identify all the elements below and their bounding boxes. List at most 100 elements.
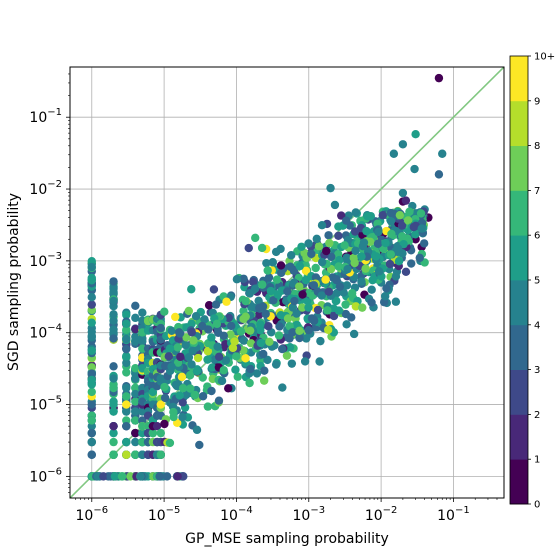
data-point [374,227,383,237]
data-point [169,412,178,422]
data-point [257,243,267,253]
data-point [334,231,343,241]
data-point [122,383,131,393]
data-point [110,472,120,481]
data-point [307,249,316,259]
data-point [122,407,131,416]
data-point [213,342,222,351]
data-point [316,336,325,346]
data-point [386,250,396,259]
data-point [87,346,96,355]
data-point [122,358,131,368]
data-point [258,302,268,311]
data-point [109,277,118,286]
data-point [394,256,404,266]
data-point [368,275,377,285]
data-point [109,421,118,431]
data-point [260,366,269,375]
data-point [295,333,304,343]
data-point [109,383,118,393]
x-tick-label: 10−2 [365,505,398,524]
data-point [358,303,367,312]
data-point [301,266,311,275]
data-point [198,321,207,331]
data-point [330,200,340,210]
data-point [171,312,180,322]
data-point [391,272,401,281]
data-point [176,352,185,362]
data-point [276,261,286,270]
data-point [361,264,370,273]
data-point [263,355,272,365]
data-point [378,211,387,220]
data-point [371,252,381,261]
colorbar-label: 3 [534,365,540,376]
data-point [264,273,274,282]
data-point [254,311,263,320]
data-point [259,349,268,359]
data-point [273,290,283,299]
x-tick-label: 10−6 [75,505,108,524]
data-point [254,296,263,306]
data-point [309,315,318,324]
data-point [167,362,176,371]
data-point [265,337,274,346]
data-point [298,303,307,312]
data-point [204,301,214,310]
data-point [351,208,360,217]
data-point [211,300,221,309]
data-point [109,450,118,459]
data-point [398,188,408,198]
data-point [292,309,301,318]
data-point [131,450,140,459]
data-point [283,287,292,296]
data-point [321,275,330,284]
data-point [325,238,334,248]
data-point [303,296,312,306]
data-point [160,307,169,316]
data-point [268,258,277,267]
data-point [386,216,396,226]
data-point [122,437,131,447]
data-point [233,372,242,381]
data-point [219,366,228,375]
data-point [262,258,271,268]
data-point [109,400,118,409]
data-point [126,472,135,481]
y-axis-ticks: 10−6 10−5 10−4 10−3 10−2 10−1 [29,73,70,493]
data-point [131,324,140,334]
data-point [342,216,351,225]
data-point [109,310,118,319]
data-point [122,325,131,334]
data-point [167,326,176,335]
data-point [304,239,313,248]
colorbar-label: 7 [534,186,540,197]
data-point [241,296,250,306]
data-point [313,305,323,315]
data-point [156,323,165,333]
data-point [367,285,376,294]
data-point [304,325,313,335]
data-point [122,450,131,459]
data-point [198,373,207,382]
data-point [227,321,236,331]
data-point [192,367,202,376]
data-point [248,277,258,287]
data-point [131,383,140,393]
data-point [295,326,304,336]
data-point [122,310,131,320]
data-point [181,340,190,350]
grid [70,67,504,498]
data-point [329,311,339,321]
data-point [109,407,118,416]
data-point [109,374,118,383]
data-point [374,267,384,276]
data-point [264,322,273,331]
data-point [138,308,147,317]
data-point [266,286,276,296]
data-point [138,334,147,343]
data-point [190,390,200,400]
data-point [245,326,255,335]
data-point [326,183,335,193]
